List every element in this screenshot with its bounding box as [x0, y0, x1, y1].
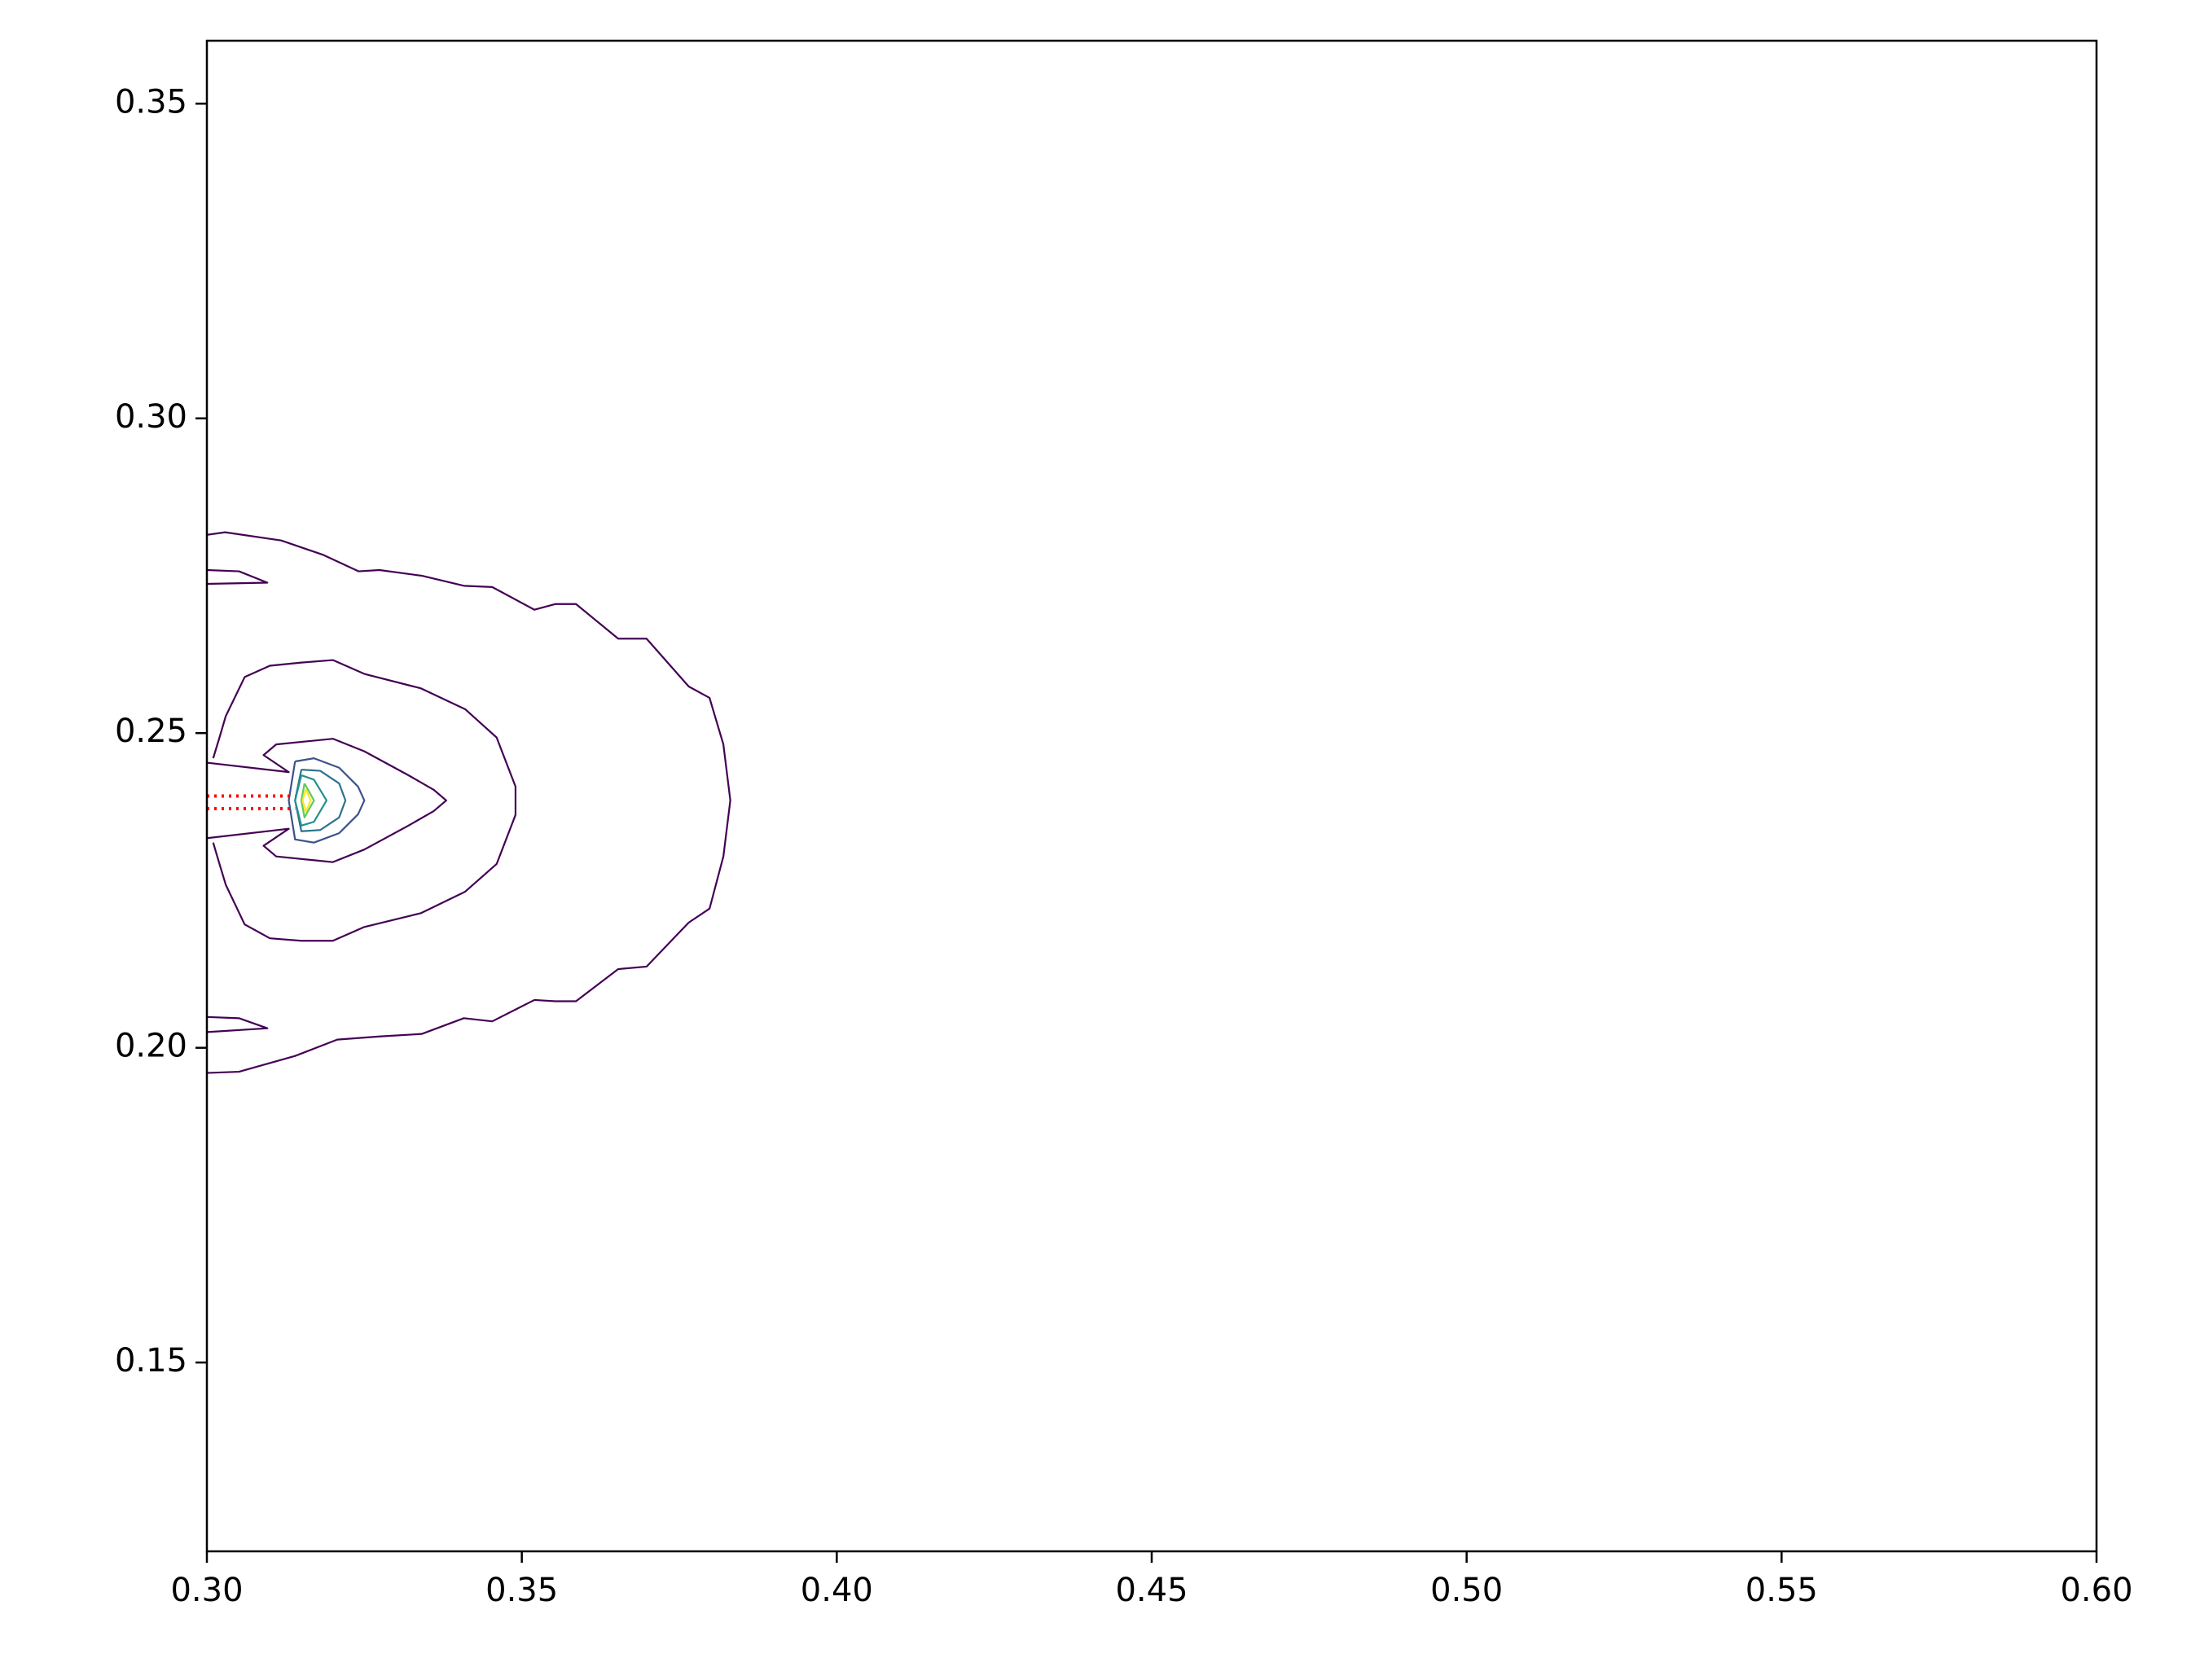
y-tick-label: 0.15: [115, 1342, 187, 1380]
y-tick-label: 0.30: [115, 398, 187, 436]
y-tick-label: 0.35: [115, 83, 187, 121]
x-tick-label: 0.40: [801, 1572, 873, 1609]
y-tick-label: 0.20: [115, 1028, 187, 1065]
x-tick-label: 0.55: [1745, 1572, 1818, 1609]
contour-line: [294, 774, 328, 827]
contour-line: [206, 531, 731, 1074]
contour-line: [206, 568, 269, 586]
y-tick-label: 0.25: [115, 713, 187, 750]
contour-line: [212, 659, 517, 942]
contour-line: [206, 1015, 269, 1033]
x-tick-label: 0.60: [2060, 1572, 2132, 1609]
contour-line: [206, 738, 447, 863]
x-tick-label: 0.50: [1430, 1572, 1503, 1609]
x-tick-label: 0.30: [170, 1572, 243, 1609]
x-tick-label: 0.45: [1115, 1572, 1188, 1609]
contour-line: [300, 783, 315, 818]
contour-line: [301, 788, 312, 813]
contour-line: [288, 757, 366, 844]
x-tick-label: 0.35: [485, 1572, 558, 1609]
